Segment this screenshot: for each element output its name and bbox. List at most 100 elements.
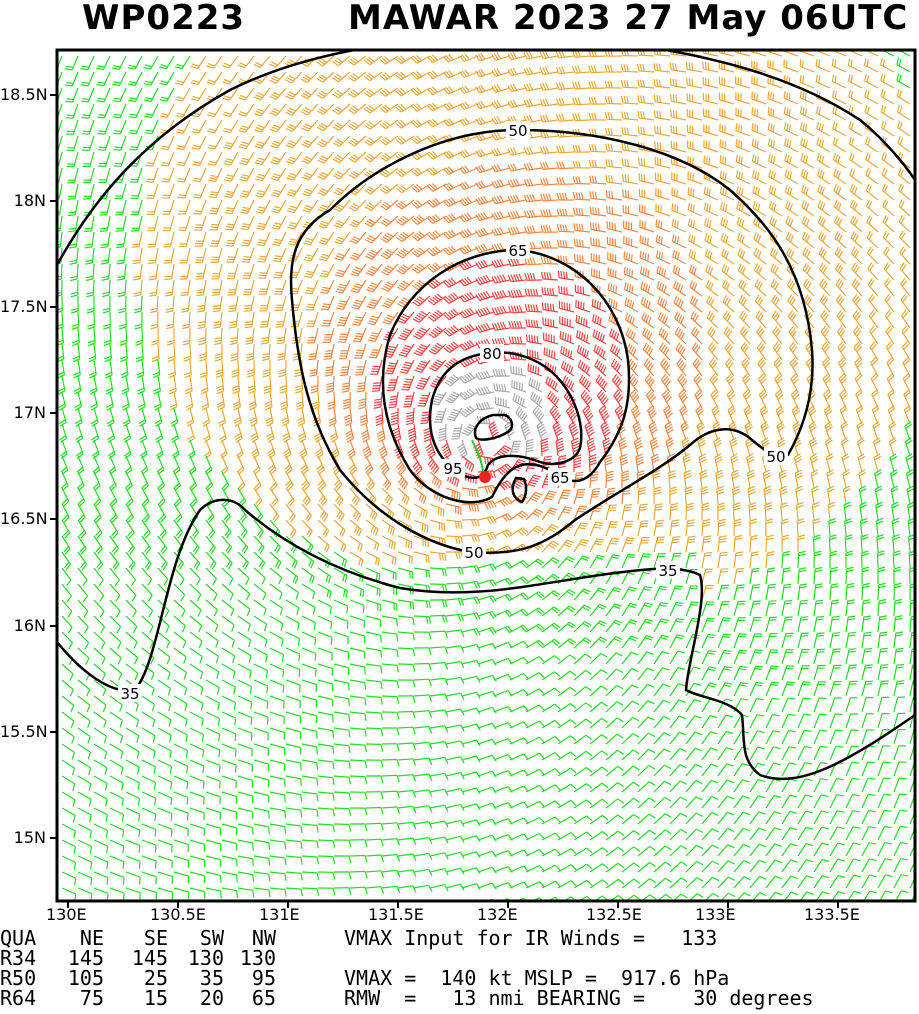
wind-barb-icon (703, 186, 719, 201)
wind-barb-icon (589, 814, 609, 825)
wind-barb-icon (573, 489, 586, 505)
wind-barb-icon (445, 851, 465, 859)
wind-barb-icon (888, 421, 897, 441)
wind-barb-icon (461, 851, 481, 859)
wind-barb-icon (909, 566, 915, 585)
wind-barb-icon (905, 453, 914, 473)
wind-barb-icon (893, 598, 903, 617)
wind-barb-icon (829, 713, 843, 729)
wind-barb-icon (253, 855, 271, 866)
wind-barb-icon (235, 439, 244, 459)
lon-label: 133.5E (804, 905, 860, 924)
wind-barb-icon (237, 775, 253, 788)
wind-barb-icon (282, 423, 291, 443)
wind-barb-icon (397, 837, 417, 845)
wind-barb-icon (427, 246, 447, 257)
wind-barb-icon (445, 660, 465, 669)
wind-barb-icon (845, 680, 858, 697)
wind-barb-icon (509, 624, 529, 633)
wind-barb-icon (301, 791, 319, 802)
wind-barb-icon (768, 169, 783, 185)
wind-barb-icon (621, 142, 639, 153)
wind-barb-icon (669, 585, 683, 601)
wind-barb-icon (395, 87, 415, 97)
wind-barb-icon (333, 631, 349, 645)
wind-barb-icon (253, 775, 270, 788)
wind-barb-icon (720, 892, 736, 901)
wind-barb-icon (877, 761, 891, 777)
wind-barb-icon (670, 140, 687, 153)
wind-barb-icon (694, 389, 704, 409)
wind-barb-icon (238, 103, 255, 117)
wind-barb-icon (540, 437, 549, 457)
wind-barb-icon (395, 71, 415, 81)
wind-barb-icon (666, 453, 676, 473)
wind-barb-icon (736, 185, 751, 201)
wind-barb-icon (93, 583, 105, 602)
wind-barb-icon (654, 125, 671, 137)
wind-barb-icon (445, 819, 465, 827)
wind-barb-icon (125, 471, 133, 491)
wind-barb-icon (525, 508, 544, 521)
wind-barb-icon (113, 151, 127, 167)
wind-barb-icon (845, 793, 860, 809)
wind-barb-icon (524, 272, 543, 281)
wind-barb-icon (588, 50, 607, 58)
wind-barb-icon (189, 791, 205, 805)
lat-label: 17N (13, 403, 46, 422)
wind-barb-icon (717, 665, 732, 681)
wind-barb-icon (301, 823, 319, 833)
wind-barb-icon (413, 710, 433, 718)
wind-barb-icon (620, 64, 639, 73)
wind-barb-icon (397, 311, 415, 324)
wind-barb-icon (541, 751, 561, 761)
wind-barb-icon (719, 170, 735, 185)
wind-barb-icon (765, 518, 773, 537)
wind-barb-icon (816, 121, 831, 137)
wind-barb-icon (685, 763, 703, 777)
wind-barb-icon (317, 727, 335, 738)
wind-barb-icon (221, 487, 231, 507)
wind-barb-icon (797, 875, 814, 889)
wind-barb-icon (784, 153, 799, 169)
wind-barb-icon (173, 775, 189, 790)
wind-barb-icon (397, 663, 416, 672)
wind-barb-icon (719, 123, 735, 137)
wind-barb-icon (157, 663, 171, 680)
wind-barb-icon (131, 231, 143, 248)
wind-barb-icon (413, 503, 428, 519)
wind-barb-icon (461, 518, 480, 527)
wind-barb-icon (509, 753, 529, 761)
wind-barb-icon (445, 724, 465, 732)
wind-barb-icon (606, 236, 623, 249)
wind-barb-icon (555, 82, 575, 91)
wind-barb-icon (861, 550, 869, 569)
wind-barb-icon (493, 753, 513, 761)
wind-barb-icon (861, 631, 872, 649)
wind-barb-icon (264, 391, 273, 411)
wind-barb-icon (575, 299, 591, 313)
wind-barb-icon (751, 107, 767, 121)
wind-barb-icon (781, 794, 797, 809)
wind-barb-icon (302, 904, 319, 912)
wind-barb-icon (621, 520, 634, 537)
wind-barb-icon (77, 487, 86, 507)
wind-barb-icon (138, 407, 147, 427)
wind-barb-icon (124, 455, 133, 475)
wind-barb-icon (318, 904, 335, 911)
wind-barb-icon (525, 768, 545, 777)
wind-barb-icon (653, 748, 671, 761)
wind-barb-icon (701, 731, 718, 745)
wind-barb-icon (607, 267, 623, 281)
wind-barb-icon (874, 485, 883, 505)
wind-barb-icon (743, 405, 753, 425)
wind-barb-icon (301, 695, 317, 708)
wind-barb-icon (257, 263, 271, 279)
wind-barb-icon (651, 453, 660, 473)
wind-barb-icon (637, 716, 655, 729)
wind-barb-icon (122, 391, 130, 411)
wind-barb-icon (334, 263, 351, 278)
wind-barb-icon (236, 455, 245, 475)
contour-label-bg (441, 459, 465, 477)
wind-barb-icon (717, 698, 733, 713)
